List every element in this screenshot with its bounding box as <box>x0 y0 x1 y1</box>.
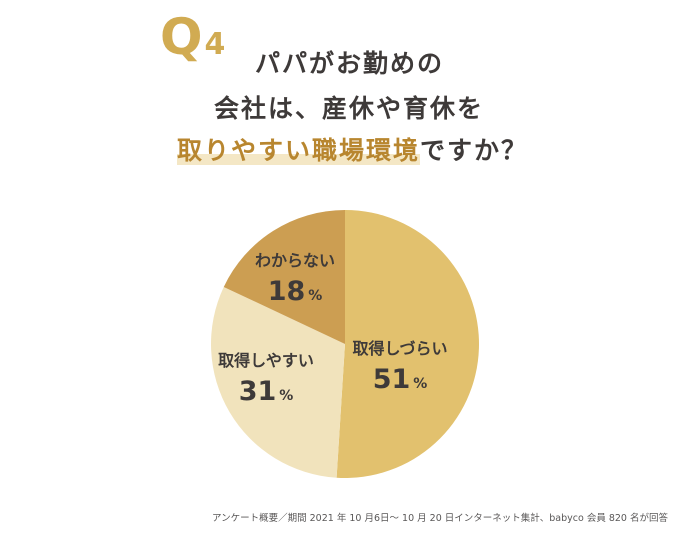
question-title-highlight: 取りやすい職場環境 <box>177 136 421 165</box>
pie-slice-3 <box>223 210 345 344</box>
pie-slice-1 <box>336 210 479 478</box>
pie-slice-value-3: 18% <box>268 276 323 307</box>
pie-slice-value-2: 31% <box>239 376 294 407</box>
question-title-line-2: 会社は、産休や育休を <box>214 94 485 123</box>
pie-slice-2 <box>211 286 345 478</box>
pie-slice-label-2: 取得しやすい <box>218 351 314 370</box>
pie-slice-value-1: 51% <box>373 364 428 395</box>
question-title-line-1: パパがお勤めの <box>255 49 445 78</box>
question-number-badge: Q 4 <box>160 12 225 62</box>
pie-slice-label-1: 取得しづらい <box>352 339 447 358</box>
pie-slice-label-3: わからない <box>255 251 335 270</box>
question-title-rest: ですか？ <box>420 136 529 165</box>
question-title-line-3: 取りやすい職場環境ですか？ <box>177 131 528 167</box>
question-letter: Q <box>160 8 203 66</box>
question-number: 4 <box>204 27 226 62</box>
survey-footnote: アンケート概要／期間 2021 年 10 月6日～ 10 月 20 日インターネ… <box>212 513 668 524</box>
